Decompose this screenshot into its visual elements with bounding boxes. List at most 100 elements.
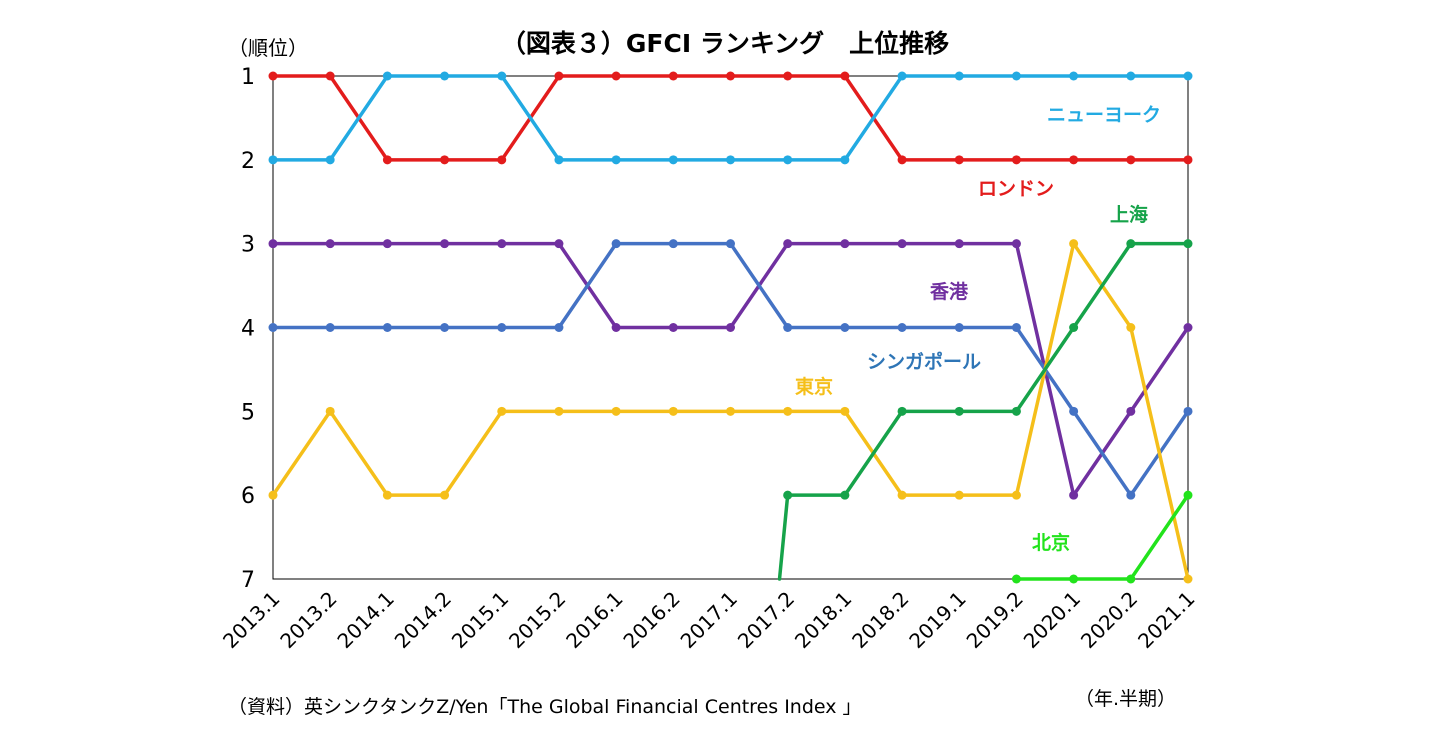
- data-point: [1183, 155, 1193, 165]
- data-point: [1011, 490, 1021, 500]
- y-tick-label: 6: [241, 484, 255, 509]
- data-point: [726, 155, 735, 165]
- data-point: [668, 71, 678, 81]
- x-tick-label: 2017.1: [676, 587, 742, 653]
- source-note: （資料）英シンクタンクZ/Yen「The Global Financial Ce…: [228, 696, 862, 718]
- y-tick-label: 7: [241, 568, 255, 593]
- series-line-segment: [328, 409, 390, 497]
- data-point: [325, 155, 335, 165]
- x-tick-label: 2016.1: [561, 587, 627, 653]
- data-point: [1011, 406, 1021, 416]
- data-point: [1069, 155, 1079, 165]
- data-point: [268, 490, 278, 500]
- data-point: [783, 71, 793, 81]
- x-tick-label: 2016.2: [618, 587, 684, 653]
- data-point: [440, 323, 450, 332]
- data-point: [268, 71, 278, 81]
- data-point: [497, 406, 507, 416]
- data-point: [726, 323, 735, 332]
- series-label-singapore: シンガポール: [867, 350, 981, 373]
- data-point: [1011, 323, 1021, 332]
- data-point: [1011, 71, 1021, 81]
- data-point: [1011, 574, 1021, 584]
- y-tick-label: 5: [241, 400, 255, 425]
- data-point: [783, 490, 793, 500]
- data-point: [325, 323, 335, 332]
- x-tick-label: 2014.1: [332, 587, 398, 653]
- series-line-segment: [1129, 325, 1190, 414]
- y-tick-label: 3: [241, 233, 255, 258]
- data-point: [897, 323, 907, 332]
- x-tick-label: 2015.2: [504, 587, 570, 653]
- data-point: [325, 406, 335, 416]
- y-tick-label: 2: [241, 149, 255, 174]
- data-point: [1011, 239, 1021, 249]
- data-point: [382, 323, 392, 332]
- data-point: [497, 71, 507, 81]
- series-line-segment: [1129, 493, 1190, 581]
- x-tick-label: 2020.2: [1076, 587, 1142, 653]
- data-point: [554, 406, 564, 416]
- data-point: [1069, 323, 1079, 332]
- data-point: [1069, 406, 1079, 416]
- x-tick-label: 2021.1: [1133, 587, 1199, 653]
- data-point: [497, 155, 507, 165]
- data-point: [783, 323, 793, 332]
- data-point: [954, 155, 964, 165]
- data-point: [954, 239, 964, 249]
- series-line-segment: [557, 241, 618, 330]
- series-line-segment: [777, 493, 790, 581]
- data-point: [668, 323, 678, 332]
- data-point: [1126, 71, 1136, 81]
- data-point: [325, 71, 335, 81]
- chart-title: （図表３）GFCI ランキング 上位推移: [501, 29, 949, 58]
- data-point: [954, 323, 964, 332]
- series-line-segment: [843, 409, 904, 497]
- y-tick-label: 1: [241, 65, 255, 90]
- x-tick-label: 2019.2: [962, 587, 1028, 653]
- data-point: [611, 239, 621, 249]
- series-line-segment: [1014, 325, 1076, 414]
- data-point: [1069, 490, 1079, 500]
- data-point: [1069, 574, 1079, 584]
- x-tick-label: 2018.1: [790, 587, 856, 653]
- x-tick-label: 2020.1: [1019, 587, 1085, 653]
- x-tick-label: 2018.2: [847, 587, 913, 653]
- data-point: [840, 490, 850, 500]
- x-tick-label: 2019.1: [904, 587, 970, 653]
- series-label-hongkong: 香港: [929, 281, 969, 303]
- data-point: [840, 323, 850, 332]
- data-point: [1126, 574, 1136, 584]
- data-point: [382, 490, 392, 500]
- data-point: [1183, 71, 1193, 81]
- data-point: [726, 239, 735, 249]
- series-line-segment: [843, 74, 904, 162]
- data-point: [440, 490, 450, 500]
- series-line-segment: [328, 74, 390, 162]
- data-point: [840, 239, 850, 249]
- data-point: [1183, 239, 1193, 249]
- data-point: [1126, 490, 1136, 500]
- data-point: [382, 71, 392, 81]
- data-point: [783, 406, 793, 416]
- data-point: [440, 155, 450, 165]
- series-line-segment: [1071, 409, 1133, 497]
- series-label-shanghai: 上海: [1110, 203, 1148, 226]
- data-point: [668, 406, 678, 416]
- data-point: [1126, 155, 1136, 165]
- data-point: [897, 155, 907, 165]
- data-point: [1069, 239, 1079, 249]
- data-point: [840, 71, 850, 81]
- data-point: [611, 71, 621, 81]
- data-point: [497, 323, 507, 332]
- data-point: [897, 490, 907, 500]
- data-point: [897, 406, 907, 416]
- data-point: [1011, 155, 1021, 165]
- series-label-tokyo: 東京: [795, 375, 833, 398]
- data-point: [1183, 574, 1193, 584]
- data-point: [1126, 239, 1136, 249]
- data-point: [897, 71, 907, 81]
- x-tick-label: 2014.2: [390, 587, 456, 653]
- data-point: [611, 323, 621, 332]
